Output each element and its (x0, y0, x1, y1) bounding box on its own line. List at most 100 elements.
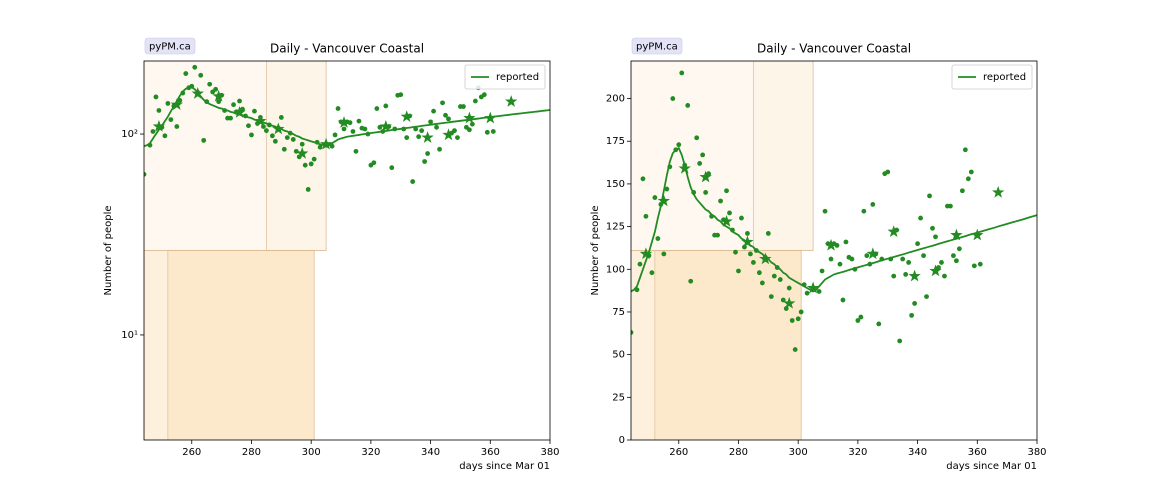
star-marker (806, 281, 820, 294)
axes-frame (143, 60, 551, 441)
star-marker (296, 147, 309, 159)
point-marker (939, 260, 944, 265)
point-marker (676, 142, 682, 148)
x-tick-label: 360 (968, 447, 987, 458)
point-marker (147, 142, 153, 148)
point-marker (727, 210, 732, 216)
point-marker (150, 129, 156, 134)
point-marker (771, 273, 777, 279)
point-marker (864, 253, 870, 259)
star-marker (866, 247, 879, 260)
y-tick-label: 200 (606, 94, 625, 105)
point-marker (792, 347, 798, 352)
star-marker (233, 106, 246, 118)
badge-box (144, 37, 196, 55)
star-marker (484, 111, 497, 124)
point-marker (801, 282, 807, 288)
point-marker (261, 124, 266, 129)
point-marker (822, 208, 828, 214)
point-marker (852, 266, 858, 272)
point-marker (921, 253, 926, 259)
x-tick-label: 260 (669, 447, 688, 458)
y-tick-label: 100 (606, 264, 625, 275)
x-tick-label: 300 (302, 447, 321, 458)
point-marker (891, 273, 897, 279)
point-marker (962, 147, 968, 153)
point-marker (777, 277, 783, 282)
point-marker (401, 126, 407, 132)
x-tick-label: 260 (182, 447, 201, 458)
point-marker (231, 102, 236, 108)
point-marker (876, 321, 882, 327)
y-axis-label: Number of people (590, 205, 601, 295)
y-axis-label: Number of people (103, 205, 114, 295)
badge: pyPM.ca (636, 42, 678, 53)
star-marker (741, 235, 754, 248)
point-marker (469, 121, 475, 127)
point-marker (281, 146, 287, 152)
point-marker (472, 98, 478, 104)
point-marker (783, 306, 789, 311)
y-tick-label: 10¹ (121, 330, 138, 341)
point-marker (706, 171, 712, 177)
point-marker (341, 126, 347, 132)
point-marker (240, 106, 245, 112)
badge: pyPM.ca (149, 42, 191, 53)
point-marker (437, 146, 442, 152)
point-marker (329, 143, 335, 149)
point-marker (634, 287, 640, 293)
x-tick-label: 280 (729, 447, 748, 458)
point-marker (724, 188, 729, 194)
star-marker (699, 170, 712, 183)
star-marker (759, 252, 772, 265)
point-marker (192, 64, 198, 70)
point-marker (750, 260, 756, 265)
point-marker (383, 103, 389, 109)
point-marker (389, 165, 395, 171)
point-marker (804, 290, 810, 296)
point-marker (739, 215, 744, 221)
point-marker (649, 270, 655, 276)
star-marker (152, 120, 166, 132)
point-marker (768, 294, 774, 299)
point-marker (700, 152, 706, 158)
point-marker (204, 99, 210, 105)
point-marker (909, 312, 915, 318)
point-marker (481, 92, 487, 98)
point-marker (703, 190, 709, 195)
star-marker (272, 122, 285, 135)
point-marker (362, 126, 368, 132)
shaded-span (753, 61, 814, 251)
star-marker (400, 110, 413, 122)
point-marker (688, 278, 694, 284)
plot-area (631, 61, 1037, 440)
point-marker (798, 309, 804, 315)
star-marker (191, 87, 204, 99)
point-marker (936, 265, 941, 270)
y-tick-label: 125 (606, 222, 625, 233)
point-marker (631, 330, 634, 335)
badge-box (631, 37, 683, 55)
point-marker (434, 124, 439, 130)
point-marker (897, 338, 903, 344)
plot-content (631, 61, 1037, 440)
point-marker (461, 104, 466, 109)
point-marker (900, 256, 906, 262)
x-tick-label: 380 (1027, 447, 1046, 458)
y-tick-label: 75 (612, 307, 625, 318)
plot-content (144, 61, 550, 440)
point-marker (694, 135, 700, 141)
series-line (144, 86, 550, 148)
star-marker (254, 114, 267, 127)
chart-title: Daily - Vancouver Coastal (270, 42, 424, 56)
legend-box (464, 64, 546, 90)
point-marker (765, 231, 771, 236)
x-axis-label: days since Mar 01 (459, 461, 550, 472)
point-marker (756, 270, 762, 276)
star-marker (657, 194, 671, 207)
point-marker (332, 132, 338, 138)
point-marker (691, 190, 697, 195)
point-marker (795, 316, 801, 322)
point-marker (819, 268, 825, 274)
point-marker (165, 101, 171, 106)
